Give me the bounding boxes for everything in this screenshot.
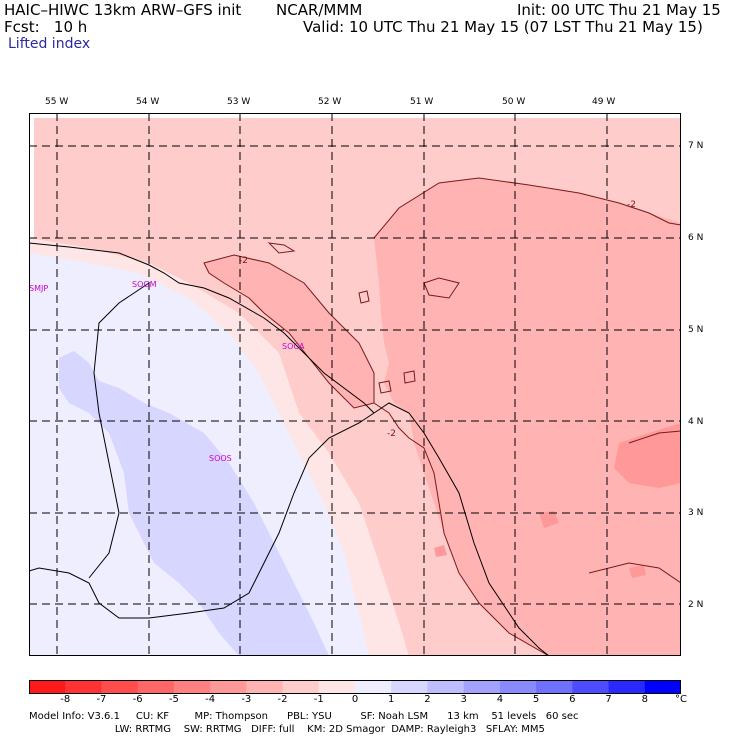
organization-label: NCAR/MMM bbox=[276, 1, 363, 19]
colorbar-swatch bbox=[137, 680, 175, 694]
li-band-plus2 bbox=[59, 351, 329, 656]
border-line bbox=[88, 282, 150, 579]
lat-label: 2 N bbox=[688, 600, 704, 610]
colorbar-tick-label: -5 bbox=[168, 694, 179, 705]
colorbar-swatch bbox=[101, 680, 139, 694]
colorbar-swatch bbox=[65, 680, 102, 694]
colorbar-swatch bbox=[536, 680, 573, 694]
lon-label: 52 W bbox=[318, 97, 342, 107]
colorbar-swatch bbox=[391, 680, 428, 694]
lat-label: 7 N bbox=[688, 141, 704, 151]
colorbar-swatch bbox=[246, 680, 284, 694]
colorbar-tick-label: 7 bbox=[605, 694, 612, 705]
station-soca: SOCA bbox=[282, 342, 305, 351]
colorbar-swatch bbox=[318, 680, 356, 694]
model-info-line1: Model Info: V3.6.1 CU: KF MP: Thompson P… bbox=[29, 711, 579, 722]
station-sogm: SOGM bbox=[132, 280, 157, 289]
lon-label: 53 W bbox=[227, 97, 251, 107]
contour-label: -2 bbox=[627, 200, 636, 210]
colorbar-swatch bbox=[210, 680, 247, 694]
colorbar-swatch bbox=[173, 680, 211, 694]
model-title: HAIC–HIWC 13km ARW–GFS init bbox=[4, 1, 242, 19]
colorbar-tick-label: -4 bbox=[205, 694, 216, 705]
forecast-hour: Fcst: 10 h bbox=[4, 18, 88, 36]
model-info-line2: LW: RRTMG SW: RRTMG DIFF: full KM: 2D Sm… bbox=[29, 724, 545, 735]
colorbar-tick-label: -6 bbox=[132, 694, 143, 705]
lat-label: 6 N bbox=[688, 233, 704, 243]
colorbar-swatch bbox=[572, 680, 610, 694]
colorbar-swatch bbox=[29, 680, 66, 694]
colorbar-swatch bbox=[499, 680, 537, 694]
coastline bbox=[29, 242, 375, 414]
lon-label: 51 W bbox=[410, 97, 434, 107]
li-band-minus3 bbox=[614, 423, 681, 488]
colorbar-tick-label: -7 bbox=[96, 694, 107, 705]
colorbar-tick-label: 4 bbox=[496, 694, 504, 705]
colorbar-swatch bbox=[355, 680, 392, 694]
station-smjp: SMJP bbox=[29, 284, 48, 293]
lat-label: 3 N bbox=[688, 508, 704, 518]
colorbar-tick-label: 5 bbox=[532, 694, 540, 705]
contour-label: -2 bbox=[239, 256, 248, 266]
lifted-index-map: -2 -2 -2 SMJP SOGM SOCA bbox=[29, 113, 681, 656]
colorbar bbox=[29, 680, 681, 694]
li-band-minus2 bbox=[374, 178, 681, 656]
colorbar-tick-label: 8 bbox=[641, 694, 648, 705]
lon-label: 55 W bbox=[45, 97, 69, 107]
contour-label: -2 bbox=[387, 429, 396, 439]
lon-label: 49 W bbox=[592, 97, 616, 107]
colorbar-tick-label: -8 bbox=[60, 694, 71, 705]
colorbar-swatch bbox=[644, 680, 681, 694]
field-name: Lifted index bbox=[8, 36, 91, 52]
colorbar-swatch bbox=[608, 680, 646, 694]
lat-label: 5 N bbox=[688, 325, 704, 335]
colorbar-swatch bbox=[282, 680, 320, 694]
colorbar-tick-label: 1 bbox=[388, 694, 395, 705]
colorbar-unit: °C bbox=[675, 694, 687, 705]
colorbar-tick-label: 2 bbox=[424, 694, 431, 705]
init-time: Init: 00 UTC Thu 21 May 15 bbox=[517, 1, 721, 19]
colorbar-tick-label: 6 bbox=[569, 694, 576, 705]
colorbar-tick-label: 3 bbox=[460, 694, 467, 705]
colorbar-tick-label: -1 bbox=[313, 694, 324, 705]
station-soos: SOOS bbox=[209, 454, 232, 463]
colorbar-tick-label: -2 bbox=[277, 694, 288, 705]
colorbar-tick-label: -3 bbox=[241, 694, 252, 705]
colorbar-swatch bbox=[463, 680, 501, 694]
valid-time: Valid: 10 UTC Thu 21 May 15 (07 LST Thu … bbox=[303, 18, 703, 36]
lat-label: 4 N bbox=[688, 417, 704, 427]
lon-label: 50 W bbox=[502, 97, 526, 107]
colorbar-tick-label: 0 bbox=[351, 694, 359, 705]
colorbar-swatch bbox=[427, 680, 465, 694]
lon-label: 54 W bbox=[136, 97, 160, 107]
